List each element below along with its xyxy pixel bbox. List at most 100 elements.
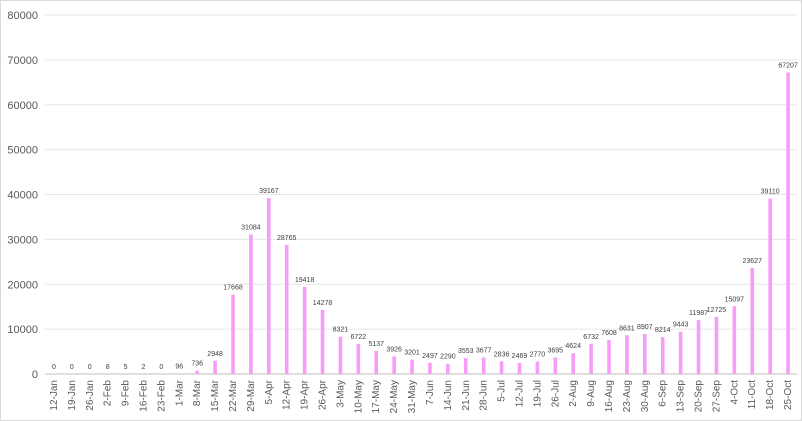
- bar: [374, 350, 379, 374]
- x-tick-label: 20-Sep: [694, 380, 705, 413]
- bar: [660, 337, 665, 374]
- data-label: 3677: [476, 347, 492, 354]
- x-tick-label: 17-May: [371, 380, 382, 413]
- bar: [750, 267, 755, 374]
- bar: [696, 320, 701, 374]
- data-label: 8631: [619, 325, 635, 332]
- x-tick-label: 9-Feb: [121, 380, 132, 407]
- data-label: 2: [142, 364, 146, 371]
- x-tick-label: 6-Sep: [658, 380, 669, 407]
- x-tick-label: 16-Aug: [604, 380, 615, 412]
- data-label: 0: [159, 364, 163, 371]
- bar: [267, 198, 271, 374]
- data-label: 2469: [512, 353, 528, 360]
- bar: [786, 72, 790, 375]
- y-tick-label: 0: [32, 369, 38, 381]
- data-label: 8321: [333, 327, 349, 334]
- data-label: 0: [88, 364, 92, 371]
- x-tick-label: 2-Aug: [568, 380, 579, 407]
- bar: [535, 361, 540, 374]
- bar: [195, 370, 199, 374]
- data-label: 8907: [637, 324, 653, 331]
- x-tick-label: 29-Mar: [246, 379, 257, 411]
- bar: [499, 361, 504, 374]
- x-tick-label: 23-Aug: [622, 380, 633, 412]
- bar: [302, 286, 307, 374]
- data-label: 4624: [565, 343, 581, 350]
- y-tick-label: 20000: [7, 279, 38, 291]
- data-label: 7608: [601, 330, 617, 337]
- x-tick-label: 25-Oct: [783, 380, 794, 410]
- data-label: 3553: [458, 348, 474, 355]
- y-axis-tick-labels: 0 10000 20000 30000 40000 50000 60000 70000 8000…: [7, 10, 38, 381]
- x-tick-label: 26-Apr: [318, 379, 329, 410]
- x-tick-label: 18-Oct: [765, 380, 776, 410]
- data-label: 12725: [707, 307, 727, 314]
- x-tick-label: 31-May: [407, 380, 418, 413]
- x-tick-label: 13-Sep: [676, 380, 687, 413]
- x-tick-label: 5-Apr: [264, 379, 275, 404]
- data-label: 96: [175, 364, 183, 371]
- y-tick-label: 40000: [7, 190, 38, 202]
- data-label: 3201: [404, 350, 420, 357]
- bar: [338, 336, 343, 374]
- data-label: 2948: [207, 351, 223, 358]
- data-labels: 0 0 0 8 5 2 0 96 736 2948 17668 31084 39167 28765 1941…: [52, 62, 798, 371]
- bar: [517, 362, 522, 374]
- bars: [105, 72, 790, 375]
- x-tick-label: 15-Mar: [210, 379, 221, 411]
- y-tick-label: 70000: [7, 55, 38, 67]
- x-tick-label: 14-Jun: [443, 380, 454, 411]
- x-tick-label: 22-Mar: [228, 379, 239, 411]
- data-label: 28765: [277, 235, 297, 242]
- x-tick-label: 2-Feb: [103, 380, 114, 407]
- x-axis-tick-labels: 12-Jan 19-Jan 26-Jan 2-Feb 9-Feb 16-Feb 23-Feb…: [49, 379, 794, 413]
- data-label: 736: [191, 361, 203, 368]
- data-label: 14278: [313, 300, 333, 307]
- y-tick-label: 80000: [7, 10, 38, 22]
- x-tick-label: 27-Sep: [711, 380, 722, 413]
- x-tick-label: 19-Jan: [67, 380, 78, 411]
- x-tick-label: 3-May: [335, 380, 346, 408]
- data-label: 6732: [583, 334, 599, 341]
- bar: [553, 357, 558, 374]
- bar: [571, 353, 575, 374]
- x-tick-label: 9-Aug: [586, 380, 597, 407]
- bar: [732, 306, 737, 374]
- data-label: 0: [52, 364, 56, 371]
- bar: [249, 234, 253, 374]
- x-tick-label: 23-Feb: [156, 380, 167, 412]
- data-label: 8: [106, 364, 110, 371]
- x-tick-label: 4-Oct: [729, 380, 740, 405]
- data-label: 67207: [778, 62, 798, 69]
- data-label: 39110: [761, 188, 780, 195]
- x-tick-label: 19-Apr: [300, 379, 311, 410]
- x-tick-label: 24-May: [389, 380, 400, 413]
- data-label: 15097: [725, 296, 745, 303]
- x-tick-label: 1-Mar: [174, 379, 185, 406]
- data-label: 2836: [494, 351, 510, 358]
- x-tick-label: 5-Jul: [497, 380, 508, 402]
- x-tick-label: 26-Jan: [85, 380, 96, 411]
- data-label: 5: [124, 364, 128, 371]
- bar: [410, 359, 414, 374]
- x-tick-label: 11-Oct: [747, 380, 758, 409]
- bar: [392, 356, 396, 374]
- data-label: 9443: [673, 322, 689, 329]
- y-tick-label: 30000: [7, 234, 38, 246]
- data-label: 2770: [530, 352, 546, 359]
- bar: [446, 363, 450, 374]
- bar: [284, 244, 289, 374]
- gridlines: [45, 14, 797, 375]
- x-tick-label: 12-Jan: [49, 380, 60, 411]
- bar: [643, 334, 647, 374]
- data-label: 8214: [655, 327, 671, 334]
- x-tick-label: 12-Apr: [282, 379, 293, 410]
- y-tick-label: 50000: [7, 145, 38, 157]
- bar: [481, 357, 486, 374]
- data-label: 2290: [440, 354, 456, 361]
- x-tick-label: 16-Feb: [138, 380, 149, 412]
- data-label: 6722: [351, 334, 367, 341]
- x-tick-label: 12-Jul: [514, 380, 525, 407]
